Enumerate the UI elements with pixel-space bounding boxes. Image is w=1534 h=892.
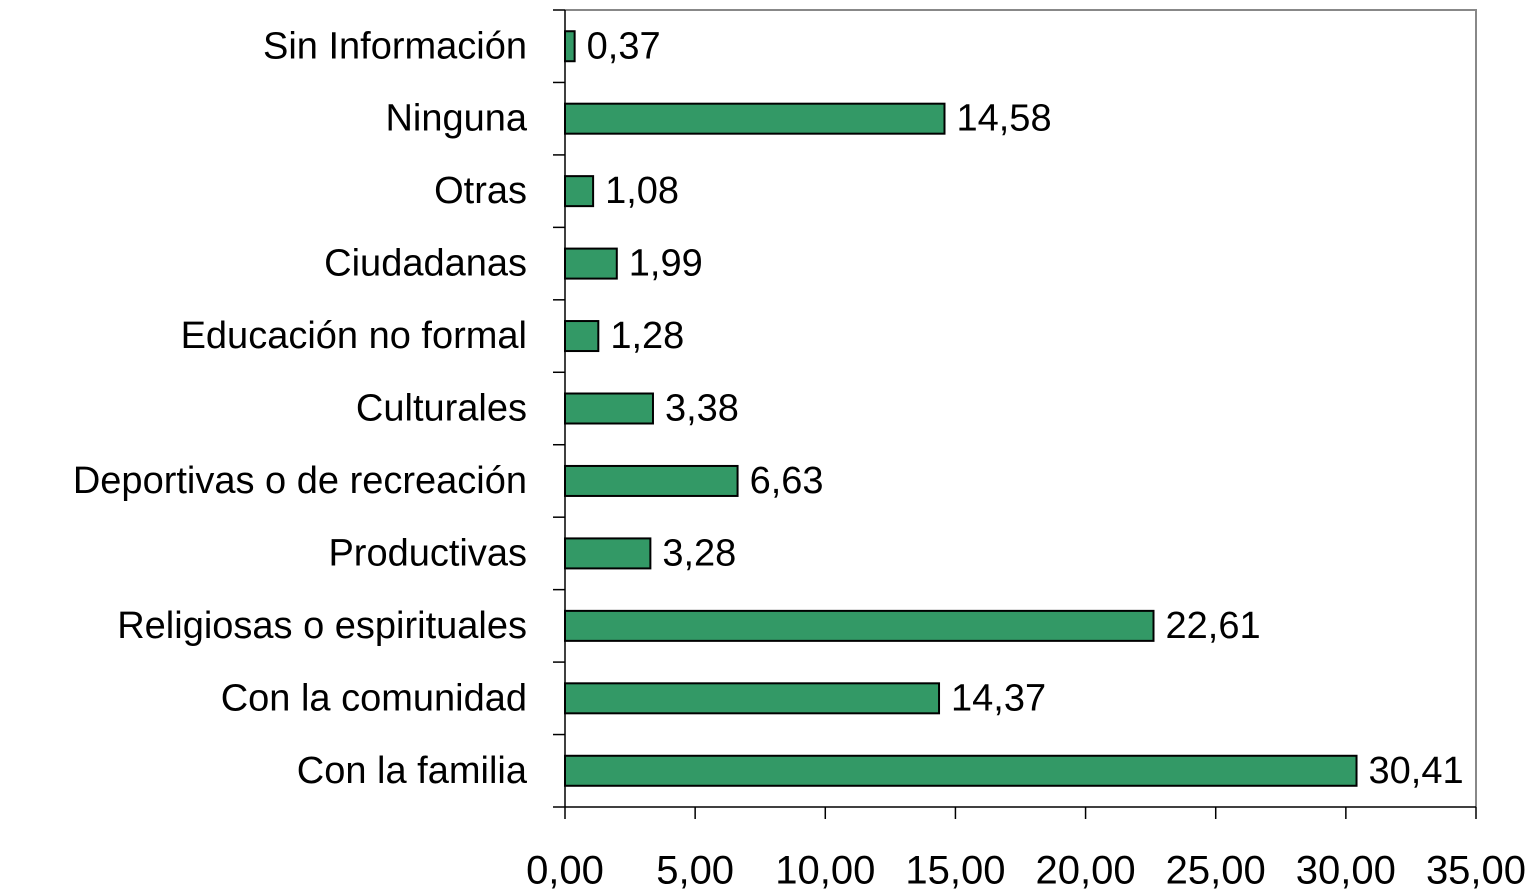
bar <box>564 320 600 353</box>
plot-frame <box>565 9 1477 807</box>
bar <box>564 392 654 425</box>
category-label: Religiosas o espirituales <box>117 605 527 647</box>
value-label: 30,41 <box>1369 750 1464 792</box>
value-label: 1,08 <box>605 170 679 212</box>
category-label: Educación no formal <box>181 315 527 357</box>
bar <box>564 464 739 497</box>
bar <box>564 175 595 208</box>
value-label: 3,28 <box>662 532 736 574</box>
bar <box>564 609 1155 642</box>
category-label: Otras <box>434 170 527 212</box>
category-label: Sin Información <box>263 25 527 67</box>
x-tick-label: 35,00 <box>1426 849 1526 892</box>
category-label: Ciudadanas <box>324 243 527 285</box>
value-label: 22,61 <box>1166 605 1261 647</box>
x-tick-label: 25,00 <box>1166 849 1266 892</box>
value-label: 0,37 <box>587 25 661 67</box>
category-label: Con la comunidad <box>221 677 527 719</box>
x-tick-label: 0,00 <box>526 849 604 892</box>
bar <box>564 247 618 280</box>
x-tick-label: 15,00 <box>905 849 1005 892</box>
value-label: 14,58 <box>956 98 1051 140</box>
x-tick-label: 10,00 <box>775 849 875 892</box>
category-label: Culturales <box>356 388 527 430</box>
value-label: 3,38 <box>665 388 739 430</box>
x-tick-label: 20,00 <box>1036 849 1136 892</box>
bar <box>564 102 946 135</box>
value-label: 14,37 <box>951 677 1046 719</box>
x-tick-label: 30,00 <box>1296 849 1396 892</box>
category-label: Ninguna <box>385 98 527 140</box>
bar <box>564 754 1358 787</box>
category-label: Con la familia <box>297 750 528 792</box>
bar <box>564 682 941 715</box>
value-label: 1,99 <box>629 243 703 285</box>
value-label: 6,63 <box>750 460 824 502</box>
bar <box>564 537 652 570</box>
value-label: 1,28 <box>610 315 684 357</box>
x-tick-label: 5,00 <box>656 849 734 892</box>
bar <box>564 30 576 63</box>
category-label: Productivas <box>328 532 527 574</box>
category-label: Deportivas o de recreación <box>73 460 527 502</box>
